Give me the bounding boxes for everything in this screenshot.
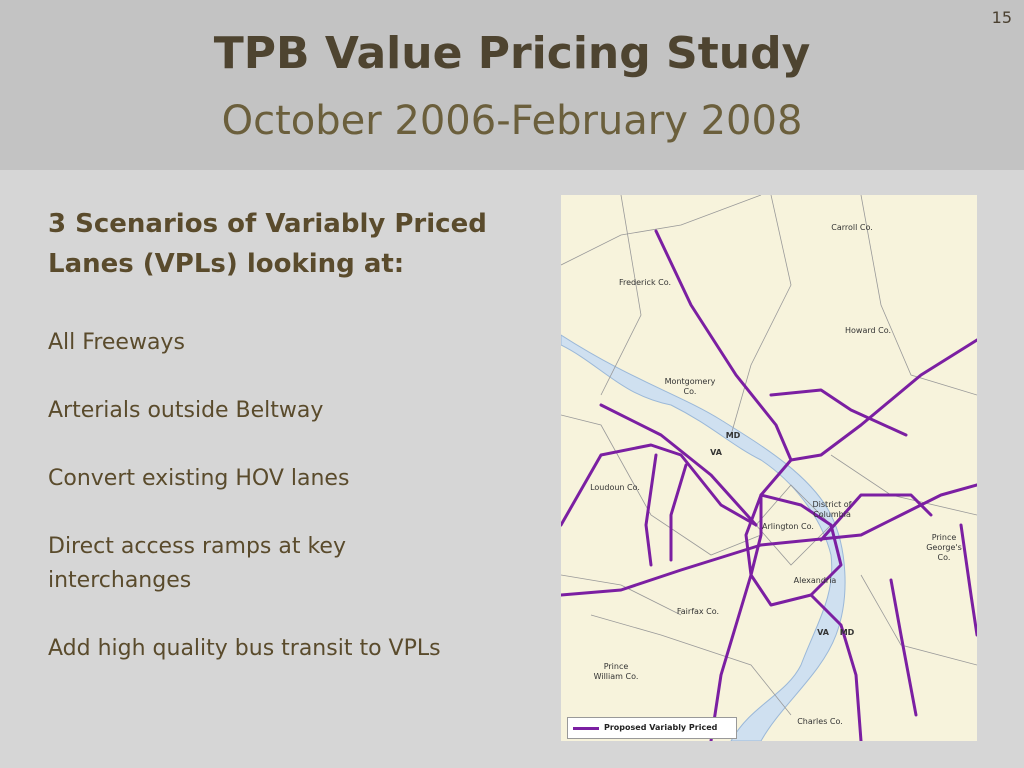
map-label: Loudoun Co. — [590, 483, 640, 492]
map-label: Howard Co. — [844, 326, 891, 335]
map-label: Carroll Co. — [831, 223, 873, 232]
map: Proposed Variably Priced Lanes Carroll C… — [561, 195, 977, 741]
header: 15 TPB Value Pricing Study October 2006-… — [0, 0, 1024, 170]
map-label: VA — [817, 628, 829, 637]
title: TPB Value Pricing Study — [213, 28, 811, 79]
map-label: MD — [839, 628, 855, 637]
map-label: Arlington Co. — [762, 522, 814, 531]
map-label: Montgomery Co. — [664, 377, 716, 396]
list-item: Direct access ramps at key interchanges — [48, 534, 346, 593]
slide-number: 15 — [991, 8, 1012, 27]
list-item: All Freeways — [48, 330, 185, 355]
map-legend: Proposed Variably Priced Lanes — [567, 717, 737, 739]
list-item: Convert existing HOV lanes — [48, 466, 350, 491]
subtitle: October 2006-February 2008 — [221, 98, 803, 144]
heading: 3 Scenarios of Variably Priced Lanes (VP… — [48, 209, 487, 279]
map-label: District of Columbia — [812, 500, 852, 519]
map-label: Frederick Co. — [618, 278, 672, 287]
map-label: Charles Co. — [797, 717, 843, 726]
map-drawing — [561, 195, 977, 741]
legend-swatch — [573, 727, 599, 730]
map-label: Prince George's Co. — [926, 533, 962, 562]
legend-text: Proposed Variably Priced Lanes — [604, 723, 718, 732]
map-label: MD — [725, 431, 741, 440]
item-list: All Freeways Arterials outside Beltway Con… — [48, 326, 448, 700]
list-item: Arterials outside Beltway — [48, 398, 324, 423]
map-label: Fairfax Co. — [676, 607, 720, 616]
map-label: VA — [710, 448, 722, 457]
map-label: Alexandria — [793, 576, 837, 585]
list-item: Add high quality bus transit to VPLs — [48, 636, 441, 661]
map-label: Prince William Co. — [593, 662, 639, 681]
